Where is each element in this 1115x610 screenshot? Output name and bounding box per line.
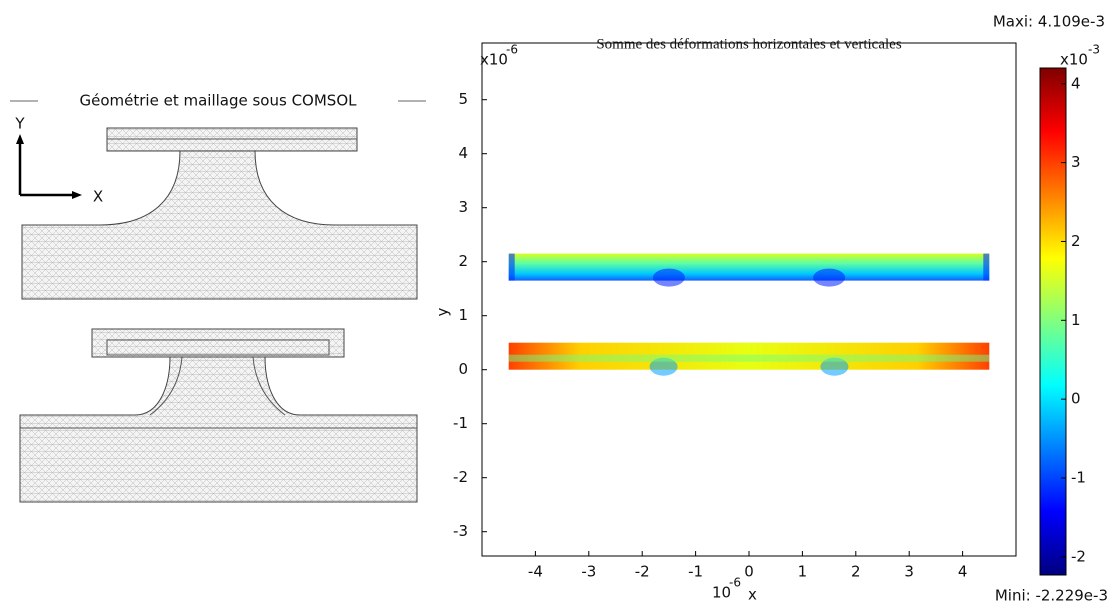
y-tick-label: 4 — [458, 144, 468, 162]
y-tick-label: 3 — [458, 198, 468, 216]
x-tick-label: 4 — [958, 563, 968, 581]
x-scale-base: 10 — [712, 584, 731, 602]
y-tick-label: -2 — [453, 468, 468, 486]
colorbar-tick-label: 1 — [1071, 311, 1081, 329]
edge-shade — [508, 253, 515, 281]
y-scale-base: x10 — [480, 51, 508, 69]
y-scale-exponent: -6 — [506, 43, 518, 57]
plot-frame — [481, 42, 1017, 557]
mesh-edge — [20, 356, 417, 429]
x-scale-exponent: -6 — [729, 576, 741, 590]
y-tick-label: 1 — [458, 306, 468, 324]
strain-spot — [820, 357, 849, 376]
x-tick-label: -3 — [581, 563, 596, 581]
max-label: Maxi: 4.109e-3 — [993, 13, 1105, 31]
x-tick-label: 0 — [744, 563, 754, 581]
x-tick-label: 2 — [851, 563, 861, 581]
colorbar-tick-label: -2 — [1071, 547, 1086, 565]
mesh-plate — [91, 328, 345, 358]
surface-plot: Somme des déformations horizontales et v… — [434, 13, 1109, 605]
axis-x-label: X — [93, 188, 103, 206]
x-tick-label: 1 — [798, 563, 808, 581]
x-tick-label: 3 — [904, 563, 914, 581]
colorbar-tick-label: 4 — [1071, 74, 1081, 92]
y-tick-label: 2 — [458, 252, 468, 270]
colorbar-tick-label: 3 — [1071, 153, 1081, 171]
strain-spot — [649, 357, 678, 376]
axis-y-label: Y — [14, 115, 25, 133]
y-tick-label: 5 — [458, 90, 468, 108]
field-domain — [508, 253, 990, 281]
strain-spot — [813, 268, 846, 287]
x-tick-label: -1 — [688, 563, 703, 581]
y-axis-label: y — [434, 307, 452, 316]
x-tick-label: -4 — [528, 563, 543, 581]
y-tick-label: -1 — [453, 414, 468, 432]
mesh-diagram: Géométrie et maillage sous COMSOL Y X — [10, 92, 426, 503]
diagram-title: Géométrie et maillage sous COMSOL — [80, 92, 358, 110]
colorbar-tick-label: 0 — [1071, 390, 1081, 408]
colorbar-scale-exponent: -3 — [1088, 43, 1100, 57]
y-tick-label: 0 — [458, 360, 468, 378]
mesh-edge — [106, 339, 330, 356]
chart-title: Somme des déformations horizontales et v… — [596, 36, 901, 52]
mesh-body — [19, 356, 418, 503]
edge-shade — [983, 253, 990, 281]
colorbar-tick-label: -1 — [1071, 469, 1086, 487]
colorbar-tick-label: 2 — [1071, 232, 1081, 250]
mesh-body — [21, 150, 418, 300]
axes-arrows — [16, 134, 82, 199]
colorbar — [1039, 67, 1067, 576]
axes-icon — [18, 140, 75, 197]
strain-spot — [652, 268, 685, 287]
edge-shade — [508, 354, 990, 362]
x-axis-label: x — [748, 586, 757, 604]
x-tick-label: -2 — [635, 563, 650, 581]
min-label: Mini: -2.229e-3 — [995, 587, 1108, 605]
colorbar-scale-base: x10 — [1060, 51, 1088, 69]
y-tick-label: -3 — [453, 522, 468, 540]
